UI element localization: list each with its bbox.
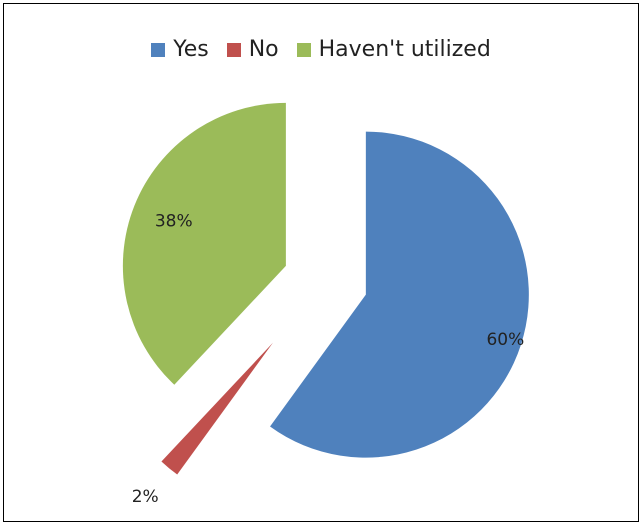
chart-frame: Yes No Haven't utilized 60% 2% 38%	[3, 3, 639, 522]
legend-label-havent-utilized: Haven't utilized	[318, 37, 491, 62]
legend-swatch-havent-utilized	[296, 42, 311, 57]
data-label-haven-t-utilized: 38%	[155, 212, 193, 232]
legend-label-yes: Yes	[173, 37, 209, 62]
data-label-no: 2%	[132, 487, 159, 507]
legend-item-yes: Yes	[151, 37, 209, 62]
legend-item-havent-utilized: Haven't utilized	[296, 37, 491, 62]
legend-item-no: No	[226, 37, 279, 62]
pie-chart: 60% 2% 38%	[122, 102, 529, 507]
data-label-yes: 60%	[486, 330, 524, 350]
pie-slice-haven-t-utilized	[122, 102, 286, 385]
chart-legend: Yes No Haven't utilized	[4, 37, 638, 62]
legend-swatch-yes	[151, 42, 166, 57]
pie-slice-no	[161, 342, 274, 475]
legend-swatch-no	[226, 42, 241, 57]
pie-slice-yes	[270, 131, 529, 458]
legend-label-no: No	[248, 37, 279, 62]
